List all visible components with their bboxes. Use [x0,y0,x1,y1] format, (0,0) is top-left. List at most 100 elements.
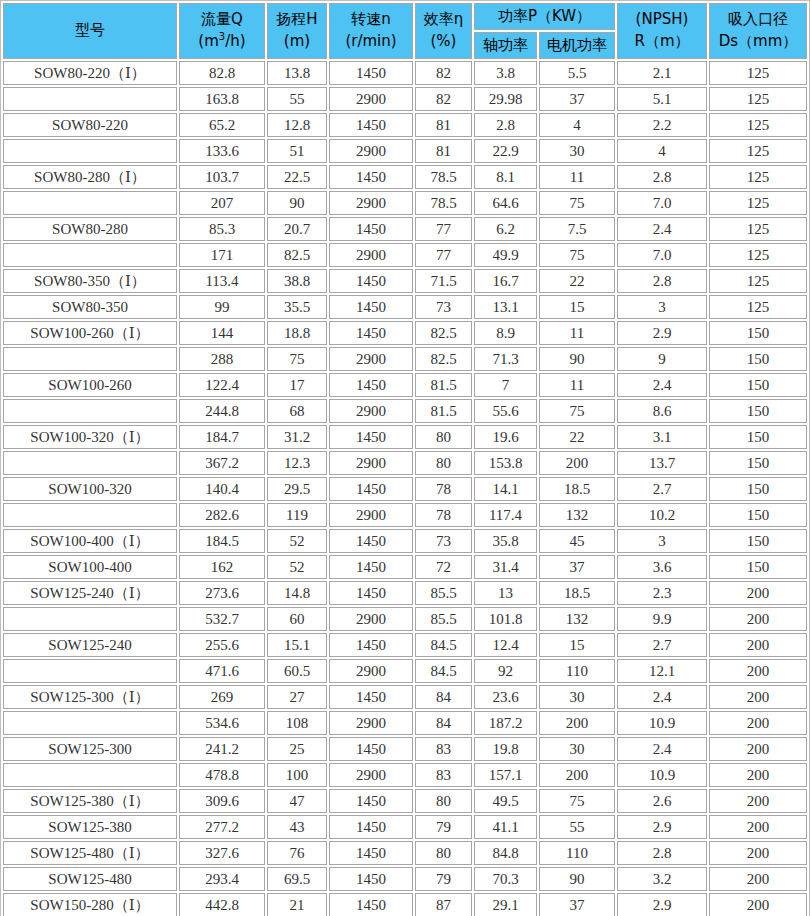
value-cell: 1450 [329,893,413,916]
model-cell [3,451,177,475]
table-row: SOW80-22065.212.81450812.842.2125 [3,113,807,137]
value-cell: 150 [709,399,807,423]
table-row: SOW125-380277.24314507941.1552.9200 [3,815,807,839]
value-cell: 144 [179,321,265,345]
value-cell: 150 [709,425,807,449]
value-cell: 75 [539,399,615,423]
value-cell: 1450 [329,815,413,839]
value-cell: 2.8 [617,841,707,865]
value-cell: 200 [709,841,807,865]
value-cell: 78 [415,503,472,527]
value-cell: 7.5 [539,217,615,241]
table-row: SOW125-300241.22514508319.8302.4200 [3,737,807,761]
value-cell: 1450 [329,113,413,137]
value-cell: 80 [415,841,472,865]
value-cell: 22.9 [474,139,537,163]
value-cell: 1450 [329,685,413,709]
value-cell: 9 [617,347,707,371]
value-cell: 70.3 [474,867,537,891]
table-row: 28875290082.571.3909150 [3,347,807,371]
value-cell: 14.8 [267,581,327,605]
table-row: SOW150-280（Ⅰ）442.82114508729.1372.9200 [3,893,807,916]
value-cell: 1450 [329,61,413,85]
value-cell: 132 [539,503,615,527]
value-cell: 60.5 [267,659,327,683]
table-row: 163.85529008229.98375.1125 [3,87,807,111]
value-cell: 55 [267,87,327,111]
value-cell: 125 [709,139,807,163]
value-cell: 2.1 [617,61,707,85]
value-cell: 49.9 [474,243,537,267]
value-cell: 38.8 [267,269,327,293]
value-cell: 2900 [329,87,413,111]
value-cell: 2.4 [617,217,707,241]
value-cell: 184.5 [179,529,265,553]
value-cell: 2.3 [617,581,707,605]
value-cell: 84 [415,711,472,735]
value-cell: 2900 [329,347,413,371]
value-cell: 72 [415,555,472,579]
value-cell: 200 [709,893,807,916]
model-cell [3,763,177,787]
value-cell: 7 [474,373,537,397]
value-cell: 207 [179,191,265,215]
table-row: 244.868290081.555.6758.6150 [3,399,807,423]
value-cell: 35.5 [267,295,327,319]
pump-table-rows: SOW80-220（Ⅰ）82.813.81450823.85.52.112516… [3,61,807,916]
table-row: SOW125-480（Ⅰ）327.67614508084.81102.8200 [3,841,807,865]
value-cell: 84.8 [474,841,537,865]
header-efficiency-line1: 效率η [424,10,464,28]
value-cell: 80 [415,789,472,813]
model-cell: SOW100-260 [3,373,177,397]
value-cell: 82.8 [179,61,265,85]
value-cell: 110 [539,841,615,865]
table-row: 478.8100290083157.120010.9200 [3,763,807,787]
value-cell: 13.8 [267,61,327,85]
value-cell: 1450 [329,867,413,891]
value-cell: 20.7 [267,217,327,241]
value-cell: 327.6 [179,841,265,865]
value-cell: 150 [709,347,807,371]
value-cell: 2.8 [617,269,707,293]
value-cell: 75 [539,789,615,813]
model-cell [3,139,177,163]
value-cell: 6.2 [474,217,537,241]
value-cell: 85.5 [415,581,472,605]
value-cell: 8.6 [617,399,707,423]
value-cell: 77 [415,243,472,267]
value-cell: 113.4 [179,269,265,293]
value-cell: 2.9 [617,893,707,916]
value-cell: 200 [709,633,807,657]
value-cell: 125 [709,87,807,111]
value-cell: 2.6 [617,789,707,813]
value-cell: 81 [415,139,472,163]
value-cell: 2900 [329,399,413,423]
value-cell: 84.5 [415,659,472,683]
value-cell: 1450 [329,425,413,449]
value-cell: 82.5 [267,243,327,267]
value-cell: 30 [539,737,615,761]
table-row: SOW80-350（Ⅰ）113.438.8145071.516.7222.812… [3,269,807,293]
value-cell: 75 [539,191,615,215]
value-cell: 125 [709,243,807,267]
value-cell: 309.6 [179,789,265,813]
value-cell: 2900 [329,607,413,631]
value-cell: 150 [709,529,807,553]
value-cell: 81 [415,113,472,137]
value-cell: 2.9 [617,321,707,345]
model-cell: SOW100-400 [3,555,177,579]
table-row: SOW100-4001625214507231.4373.6150 [3,555,807,579]
value-cell: 171 [179,243,265,267]
value-cell: 110 [539,659,615,683]
model-cell: SOW80-220（Ⅰ） [3,61,177,85]
value-cell: 78.5 [415,165,472,189]
value-cell: 65.2 [179,113,265,137]
value-cell: 2900 [329,243,413,267]
value-cell: 75 [267,347,327,371]
value-cell: 150 [709,321,807,345]
value-cell: 18.5 [539,477,615,501]
model-cell: SOW80-220 [3,113,177,137]
model-cell: SOW125-300 [3,737,177,761]
value-cell: 140.4 [179,477,265,501]
table-row: 133.65129008122.9304125 [3,139,807,163]
